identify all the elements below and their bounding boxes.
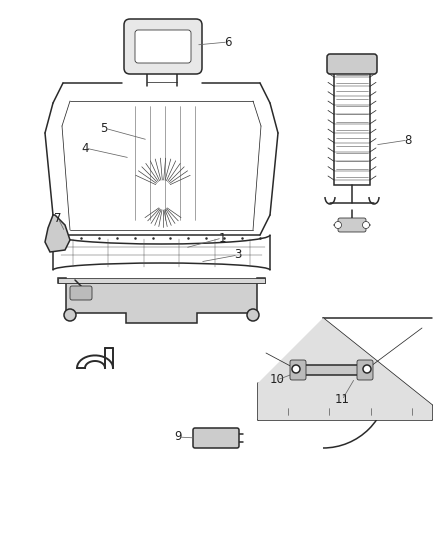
Polygon shape xyxy=(297,365,364,375)
FancyBboxPatch shape xyxy=(193,428,238,448)
FancyBboxPatch shape xyxy=(70,286,92,300)
Text: 11: 11 xyxy=(334,393,349,407)
Text: 10: 10 xyxy=(269,374,284,386)
FancyBboxPatch shape xyxy=(326,54,376,74)
Polygon shape xyxy=(45,215,70,252)
FancyBboxPatch shape xyxy=(290,360,305,380)
Text: 3: 3 xyxy=(234,248,241,262)
Text: 5: 5 xyxy=(100,122,107,134)
Circle shape xyxy=(362,222,369,229)
Polygon shape xyxy=(258,318,431,420)
FancyBboxPatch shape xyxy=(337,218,365,232)
Text: 6: 6 xyxy=(224,36,231,49)
Circle shape xyxy=(291,365,299,373)
FancyBboxPatch shape xyxy=(124,19,201,74)
Circle shape xyxy=(247,309,258,321)
Text: 7: 7 xyxy=(54,212,62,224)
FancyBboxPatch shape xyxy=(135,30,191,63)
Circle shape xyxy=(362,365,370,373)
FancyBboxPatch shape xyxy=(356,360,372,380)
Text: 8: 8 xyxy=(403,133,411,147)
Text: 4: 4 xyxy=(81,141,88,155)
Circle shape xyxy=(334,222,341,229)
Text: 9: 9 xyxy=(174,431,181,443)
Text: 1: 1 xyxy=(218,231,225,245)
Circle shape xyxy=(64,309,76,321)
Bar xyxy=(333,71,369,185)
Polygon shape xyxy=(58,278,265,323)
Polygon shape xyxy=(58,278,265,283)
